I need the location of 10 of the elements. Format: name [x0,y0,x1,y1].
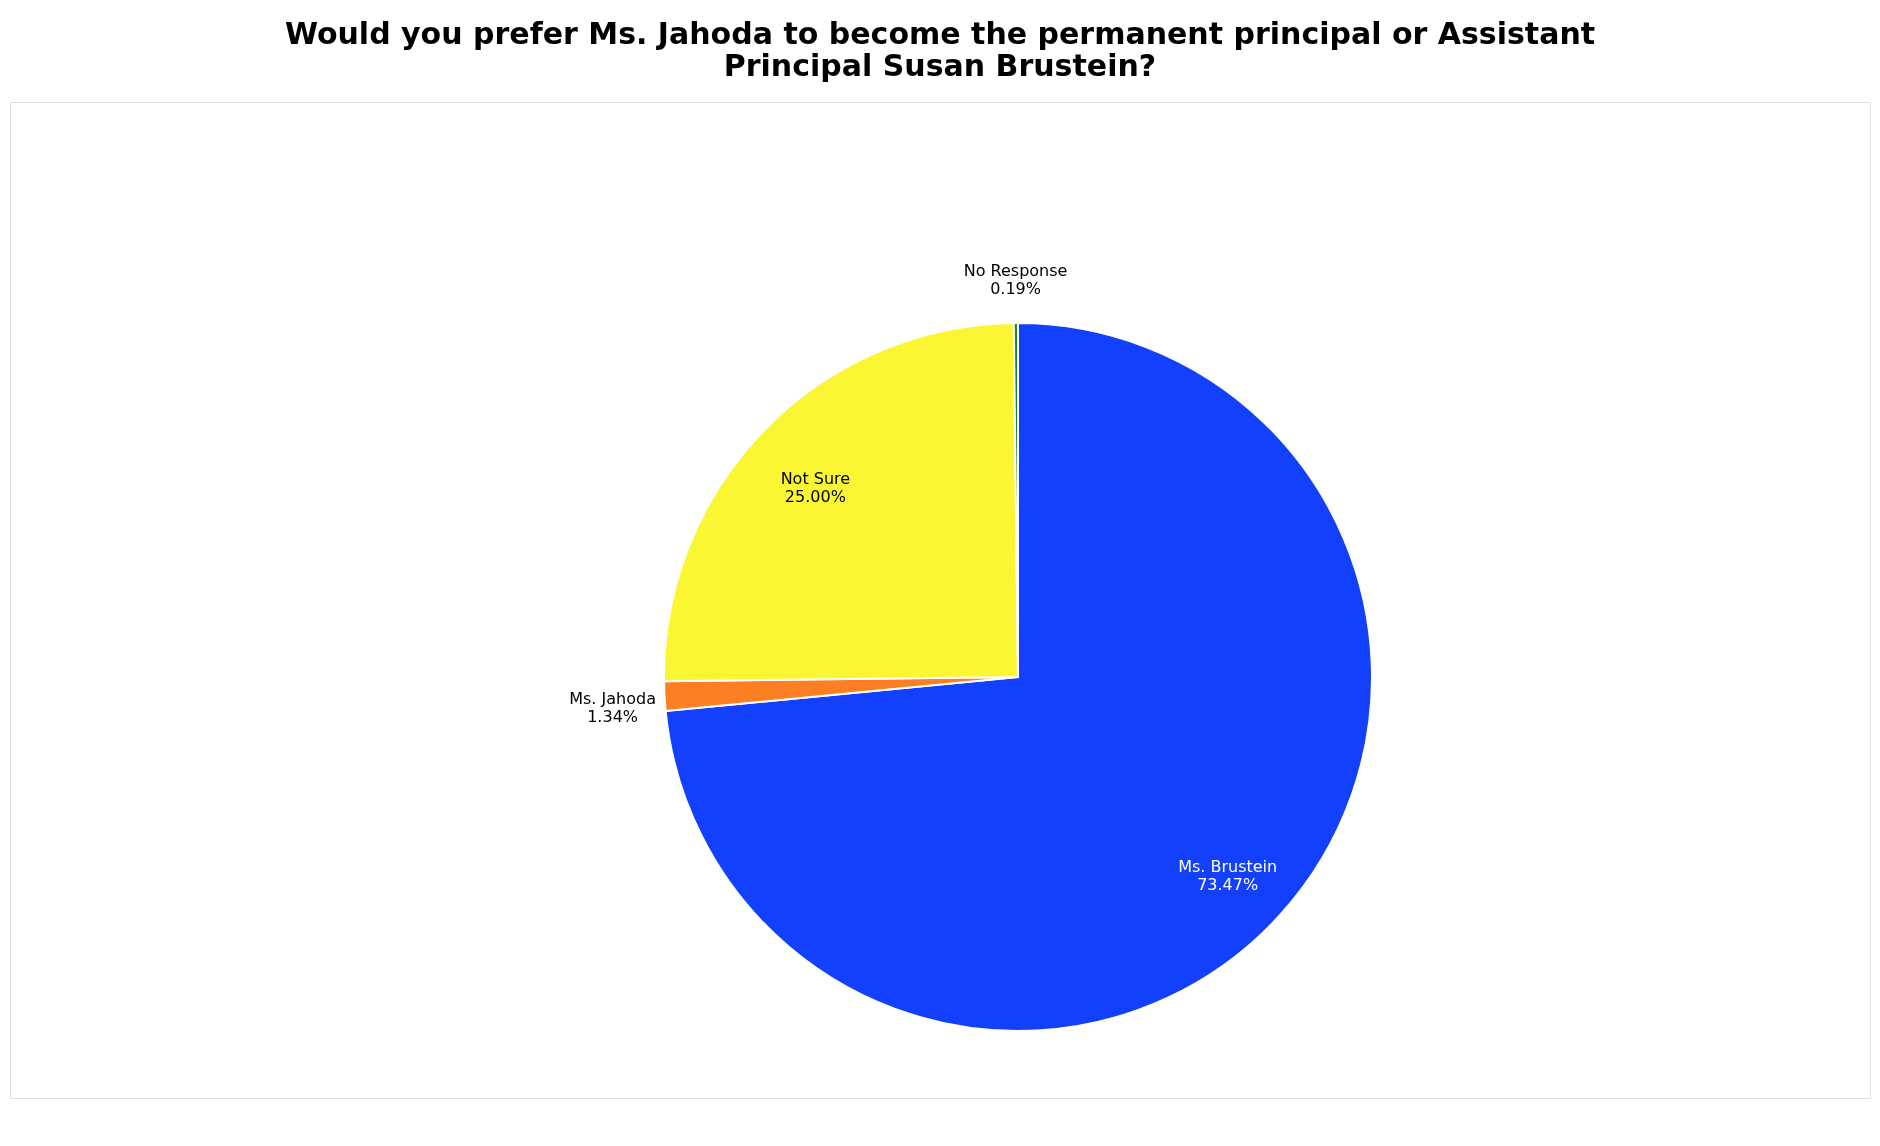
data-label: 1.34% [587,706,639,726]
slice-label: Ms. Jahoda [569,688,656,708]
data-label: 0.19% [990,279,1041,299]
chart-title: Would you prefer Ms. Jahoda to become the permanent principal or Assistant Principal Susan Brustein? [284,16,1596,83]
slice-label: Not Sure [780,469,851,489]
slice-label: No Response [963,261,1068,281]
slice-label: Ms. Brustein [1178,857,1278,877]
data-label: 25.00% [784,487,846,507]
data-label: 73.47% [1197,875,1259,895]
pie-slice [664,322,1373,1032]
